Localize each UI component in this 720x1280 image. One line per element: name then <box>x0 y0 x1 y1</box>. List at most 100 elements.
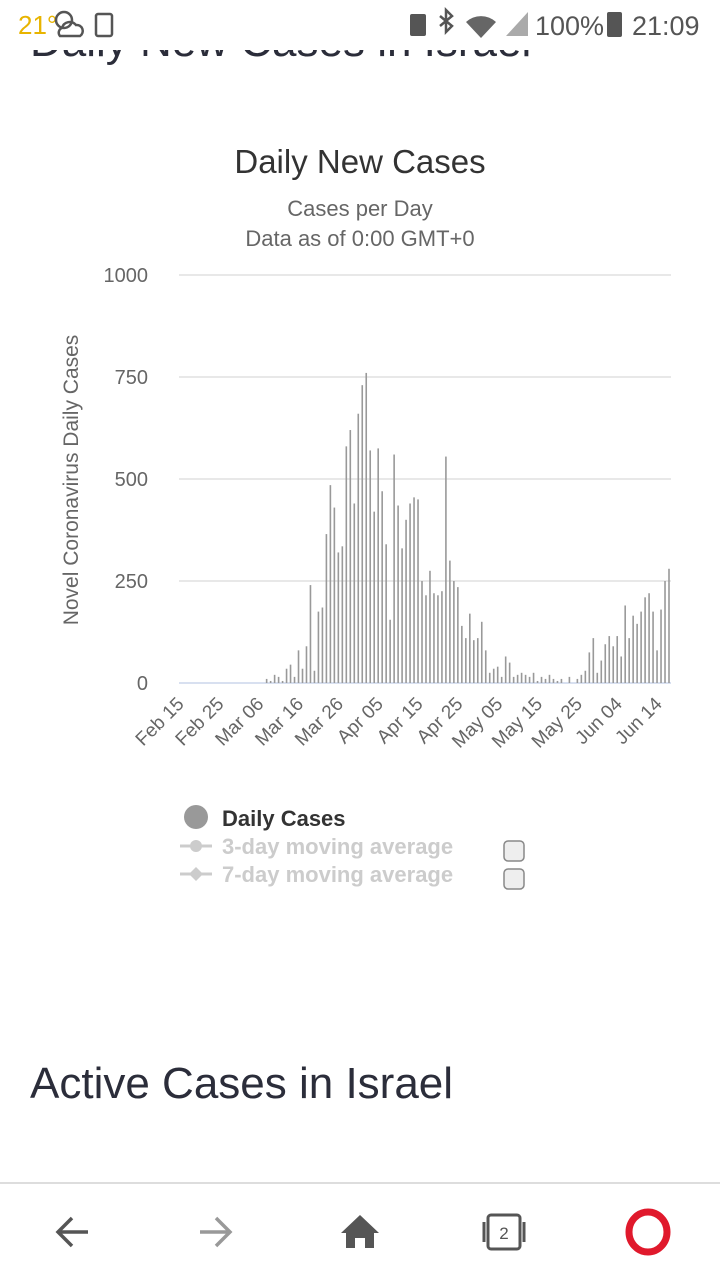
bar <box>401 548 403 683</box>
y-axis-label: Novel Coronavirus Daily Cases <box>60 335 83 626</box>
tabs-icon <box>486 1213 522 1251</box>
tabs-button[interactable]: 2 <box>482 1213 526 1251</box>
bar <box>317 611 320 683</box>
legend-entry[interactable]: 7-day moving average <box>222 862 453 887</box>
bar <box>389 619 391 683</box>
battery-level: 100% <box>535 11 604 41</box>
bar <box>357 413 360 683</box>
bar <box>305 646 308 683</box>
bar <box>325 534 328 683</box>
bar <box>484 650 487 683</box>
bar <box>433 593 435 683</box>
bar <box>361 385 364 683</box>
y-tick-label: 1000 <box>104 265 149 287</box>
y-tick-label: 250 <box>115 571 148 593</box>
temperature: 21° <box>18 10 57 40</box>
bar <box>548 674 551 683</box>
bar <box>644 597 646 683</box>
bar <box>544 678 547 683</box>
bar <box>552 678 555 683</box>
bar <box>596 672 599 683</box>
bar <box>465 638 467 683</box>
bar <box>345 446 348 683</box>
bar <box>397 505 399 683</box>
status-icon <box>410 14 426 36</box>
bar <box>341 546 344 683</box>
legend-entry[interactable]: Daily Cases <box>222 806 346 831</box>
bar <box>560 678 563 683</box>
bar <box>273 674 276 683</box>
bar <box>369 450 372 683</box>
checkbox[interactable] <box>503 840 525 862</box>
bar <box>313 670 316 683</box>
legend-marker <box>190 840 202 852</box>
home-button[interactable] <box>341 1215 379 1248</box>
forward-button[interactable] <box>200 1216 233 1248</box>
bar <box>640 611 642 683</box>
bar <box>476 638 479 683</box>
bar <box>668 568 670 683</box>
bar <box>337 552 340 683</box>
y-tick-label: 750 <box>115 367 148 389</box>
bar <box>297 650 300 683</box>
bar <box>353 503 356 683</box>
bar <box>449 560 451 683</box>
bar <box>608 636 611 683</box>
bar <box>504 656 507 683</box>
legend-entry[interactable]: 3-day moving average <box>222 834 453 859</box>
bar <box>457 587 459 683</box>
checkbox[interactable] <box>503 868 525 890</box>
section-heading: Active Cases in Israel <box>30 1059 453 1108</box>
bar <box>664 581 666 683</box>
bar <box>600 660 603 683</box>
bar <box>393 454 395 683</box>
bar <box>624 605 626 683</box>
bar <box>580 674 583 683</box>
weather-icon <box>54 10 84 38</box>
bar <box>588 652 591 683</box>
bar <box>425 595 427 683</box>
bar <box>441 591 443 683</box>
bar <box>329 485 332 683</box>
bar <box>421 581 423 683</box>
bar <box>377 448 379 683</box>
wifi-icon <box>466 16 496 38</box>
bar <box>492 668 495 683</box>
bar <box>496 666 499 683</box>
back-button[interactable] <box>55 1216 88 1248</box>
bar <box>405 519 407 683</box>
bar <box>301 668 304 683</box>
bar <box>469 613 471 683</box>
chart-subtitle: Cases per Day <box>287 196 433 221</box>
signal-icon <box>506 12 528 36</box>
legend-marker <box>184 805 208 829</box>
opera-logo <box>625 1208 671 1256</box>
bar <box>285 668 288 683</box>
bar <box>417 499 419 683</box>
bar <box>536 680 539 683</box>
tabs-icon <box>482 1222 526 1242</box>
bar <box>592 638 595 683</box>
bar <box>461 625 463 683</box>
bar <box>540 676 543 683</box>
y-tick-label: 500 <box>115 469 148 491</box>
bar <box>612 646 615 683</box>
bar <box>648 593 650 683</box>
chart-title: Daily New Cases <box>234 143 485 180</box>
bar <box>576 678 579 683</box>
bar <box>472 640 475 683</box>
chart-subtitle: Data as of 0:00 GMT+0 <box>245 226 474 251</box>
bar <box>293 676 296 683</box>
battery-icon <box>607 12 622 37</box>
bar <box>265 678 268 683</box>
bar <box>413 497 415 683</box>
bar <box>628 638 630 683</box>
bar <box>660 609 662 683</box>
opera-menu[interactable] <box>625 1208 671 1256</box>
bar <box>620 656 622 683</box>
bar <box>289 664 292 683</box>
bar <box>524 674 527 683</box>
